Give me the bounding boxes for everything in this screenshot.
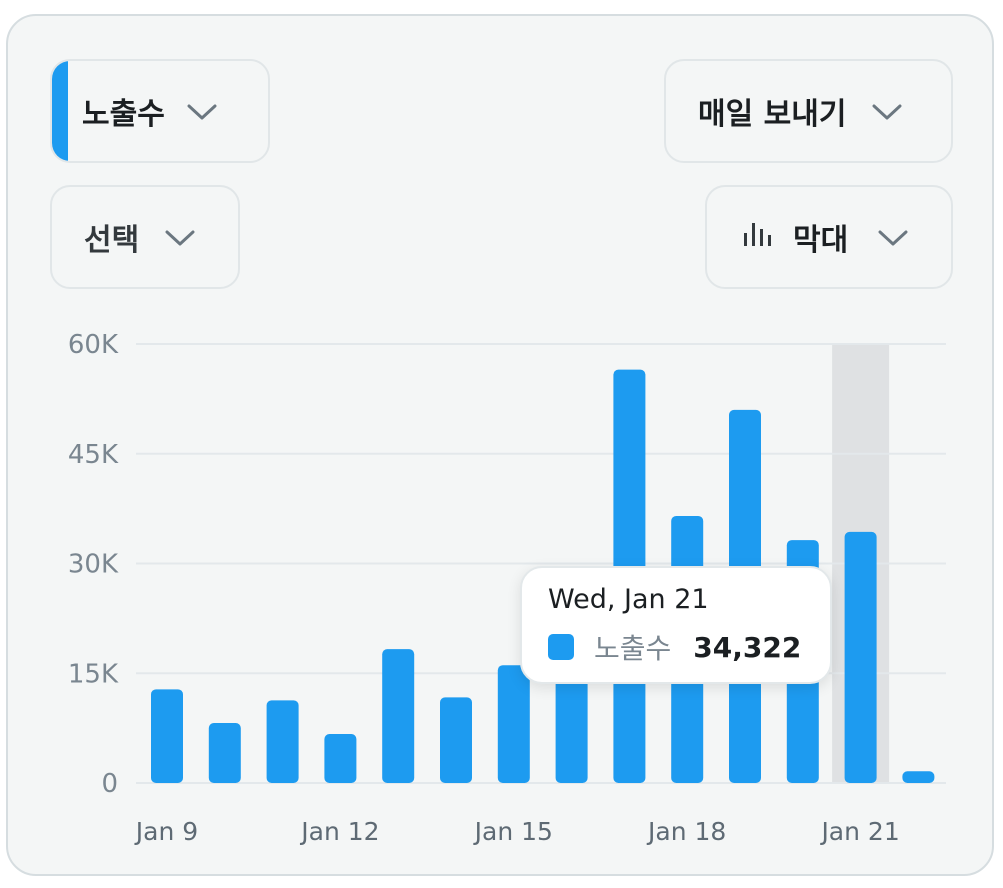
chevron-down-icon — [878, 220, 908, 255]
chevron-down-icon — [165, 220, 195, 255]
metric-accent-bar — [52, 61, 68, 161]
chevron-down-icon — [872, 94, 902, 129]
bar — [902, 771, 935, 783]
chevron-down-icon — [187, 94, 217, 129]
bar — [324, 733, 357, 783]
bar — [382, 649, 415, 783]
bar — [266, 700, 299, 783]
bar — [440, 697, 472, 783]
select-dropdown-label: 선택 — [84, 223, 140, 258]
x-tick-label: Jan 21 — [819, 817, 899, 846]
bar-chart-icon — [743, 220, 771, 255]
y-tick-label: 60K — [68, 330, 119, 360]
y-tick-label: 30K — [68, 550, 119, 580]
select-dropdown[interactable]: 선택 — [50, 185, 240, 289]
bar — [844, 531, 877, 783]
chart-tooltip: Wed, Jan 21 노출수 34,322 — [520, 566, 832, 684]
bar — [208, 723, 241, 783]
x-tick-label: Jan 15 — [473, 817, 553, 846]
chart-type-dropdown[interactable]: 막대 — [705, 185, 953, 289]
chart-type-dropdown-label: 막대 — [793, 223, 849, 258]
tooltip-value: 34,322 — [693, 630, 802, 664]
bar — [151, 689, 183, 783]
y-tick-label: 45K — [68, 440, 119, 470]
export-dropdown-label: 매일 보내기 — [698, 97, 847, 132]
y-tick-label: 15K — [68, 659, 119, 689]
x-tick-label: Jan 12 — [299, 817, 379, 846]
tooltip-row: 노출수 34,322 — [548, 627, 804, 667]
metric-dropdown-label: 노출수 — [82, 97, 165, 132]
x-tick-label: Jan 18 — [646, 817, 726, 846]
tooltip-series-swatch — [548, 634, 574, 660]
y-tick-label: 0 — [101, 769, 118, 799]
export-dropdown[interactable]: 매일 보내기 — [664, 59, 953, 163]
metric-dropdown[interactable]: 노출수 — [50, 59, 270, 163]
tooltip-date: Wed, Jan 21 — [548, 584, 709, 615]
tooltip-series-name: 노출수 — [594, 632, 672, 665]
bar — [497, 665, 530, 783]
x-tick-label: Jan 9 — [134, 817, 198, 846]
